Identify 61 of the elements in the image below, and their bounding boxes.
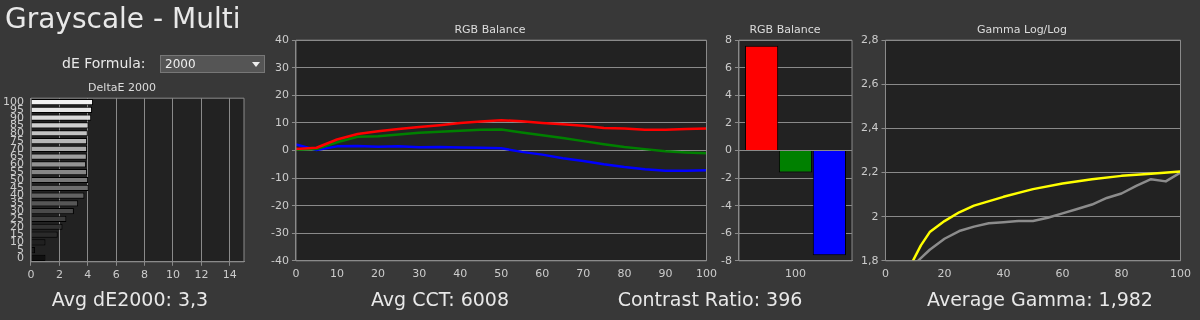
text: Avg dE2000: 3,3 [51,288,209,310]
y-tick-label: -40 [271,253,289,267]
y-tick-label: -8 [721,253,732,267]
y-tick-label: 2,4 [860,121,879,135]
x-tick-label: 80 [1114,267,1129,281]
x-tick-label: 100 [1170,267,1191,281]
x-tick-label: 60 [1055,267,1070,281]
chart-title: Gamma Log/Log [977,23,1067,37]
x-tick-label: 8 [141,268,149,282]
x-tick-label: 40 [996,267,1011,281]
x-tick-label: 100 [696,267,717,281]
chart-title: RGB Balance [454,23,526,37]
chart-title: DeltaE 2000 [88,81,156,95]
x-tick-label: 6 [112,268,120,282]
x-tick-label: 50 [494,267,509,281]
text: Grayscale - Multi [5,2,241,35]
x-tick-label: 0 [27,268,35,282]
x-tick-label: 100 [784,267,806,281]
dropdown: 2000 [160,55,265,73]
x-tick-label: 20 [937,267,952,281]
x-tick-label: 20 [371,267,386,281]
x-tick-label: 4 [84,268,92,282]
y-tick-label: -2 [721,170,732,184]
chart-title: RGB Balance [749,23,821,37]
y-tick-label: 2,2 [860,165,879,179]
y-tick-label: -4 [721,198,732,212]
x-tick-label: 60 [535,267,550,281]
y-tick-label: -6 [721,226,732,240]
y-tick-label: 2 [871,209,879,223]
y-tick-label: 30 [274,60,289,74]
x-tick-label: 14 [222,268,237,282]
x-tick-label: 90 [658,267,673,281]
y-tick-label: -20 [271,198,289,212]
x-tick-label: 0 [881,267,889,281]
y-tick-label: 8 [724,33,732,47]
y-tick-label: 4 [724,88,732,102]
y-tick-label: 0 [724,143,732,157]
text: Average Gamma: 1,982 [927,288,1153,310]
x-tick-label: 40 [453,267,468,281]
x-tick-label: 70 [576,267,591,281]
x-tick-label: 30 [412,267,427,281]
y-tick-label: 0 [281,143,289,157]
x-tick-label: 12 [194,268,209,282]
y-tick-label: 2 [724,115,732,129]
y-tick-label: 20 [274,88,289,102]
x-tick-label: 10 [166,268,180,282]
x-tick-label: 0 [292,267,300,281]
y-tick-label: 40 [274,33,289,47]
y-tick-label: 2,8 [860,33,879,47]
y-tick-label: 6 [724,60,732,74]
text: dE Formula: [62,55,146,71]
x-tick-label: 10 [330,267,345,281]
y-tick-label: 10 [274,115,289,129]
y-tick-label: -10 [271,170,289,184]
y-tick-label: 2,6 [860,77,879,91]
text: Avg CCT: 6008 [370,288,510,310]
x-tick-label: 2 [55,268,63,282]
x-tick-label: 80 [617,267,632,281]
text: Contrast Ratio: 396 [617,288,803,310]
y-tick-label: -30 [271,226,289,240]
y-tick-label: 1,8 [860,253,879,267]
